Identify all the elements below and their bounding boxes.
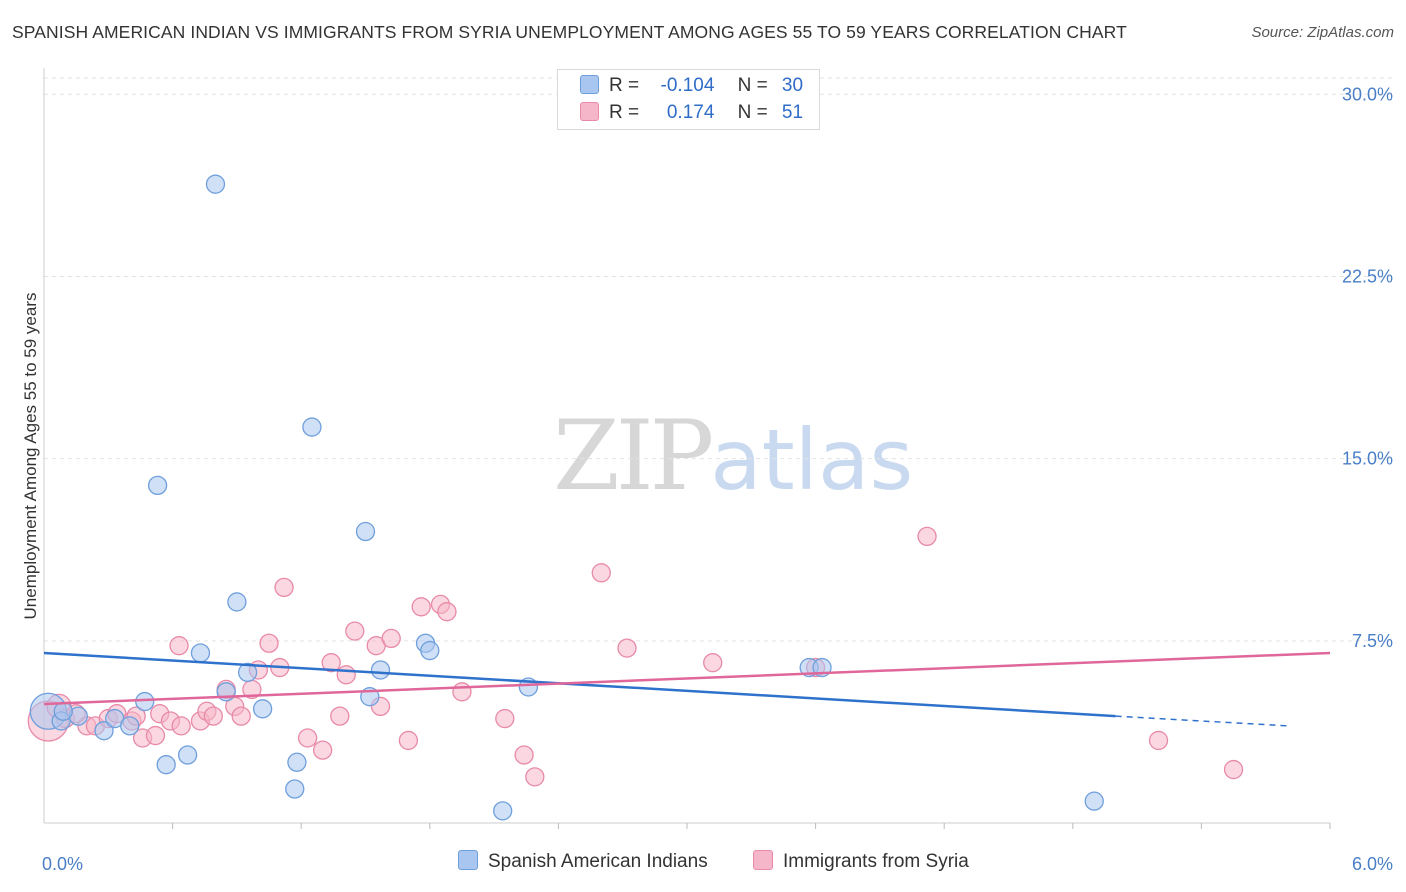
legend-label: Spanish American Indians <box>488 851 708 872</box>
point-spanish-american-indian <box>157 756 175 774</box>
y-tick-label: 22.5% <box>1342 266 1393 286</box>
series-syria-points <box>28 527 1242 785</box>
y-tick-label: 15.0% <box>1342 449 1393 469</box>
legend-row-blue: R = -0.104 N = 30 <box>580 75 803 101</box>
point-spanish-american-indian <box>206 175 224 193</box>
point-immigrants-from-syria <box>618 639 636 657</box>
point-spanish-american-indian <box>288 753 306 771</box>
point-spanish-american-indian <box>1085 792 1103 810</box>
legend-item-immigrants-from-syria[interactable]: Immigrants from Syria <box>753 850 969 873</box>
point-spanish-american-indian <box>494 802 512 820</box>
legend-swatch-pink <box>580 102 599 121</box>
point-immigrants-from-syria <box>232 707 250 725</box>
axis-labels: 7.5%15.0%22.5%30.0%0.0% 6.0%Unemployment … <box>21 84 1393 874</box>
trend-line <box>44 653 1330 704</box>
point-spanish-american-indian <box>254 700 272 718</box>
legend-r-value: 0.174 <box>644 102 714 124</box>
point-immigrants-from-syria <box>170 637 188 655</box>
legend-r-label: R = <box>609 75 639 96</box>
legend-item-spanish-american-indians[interactable]: Spanish American Indians <box>458 850 708 873</box>
point-spanish-american-indian <box>357 523 375 541</box>
point-immigrants-from-syria <box>146 727 164 745</box>
point-spanish-american-indian <box>191 644 209 662</box>
point-immigrants-from-syria <box>346 622 364 640</box>
legend-swatch-blue <box>458 850 478 870</box>
legend-n-value: 51 <box>773 102 803 124</box>
legend-r-label: R = <box>609 102 639 123</box>
legend-label: Immigrants from Syria <box>783 851 969 872</box>
point-immigrants-from-syria <box>299 729 317 747</box>
point-immigrants-from-syria <box>526 768 544 786</box>
legend-n-label: N = <box>738 75 768 96</box>
point-immigrants-from-syria <box>260 634 278 652</box>
legend-n-label: N = <box>738 102 768 123</box>
y-tick-label: 30.0% <box>1342 84 1393 104</box>
point-immigrants-from-syria <box>331 707 349 725</box>
scatter-chart: 7.5%15.0%22.5%30.0%0.0% 6.0%Unemployment … <box>0 0 1406 892</box>
point-spanish-american-indian <box>286 780 304 798</box>
point-immigrants-from-syria <box>314 741 332 759</box>
legend-row-pink: R = 0.174 N = 51 <box>580 102 803 128</box>
point-spanish-american-indian <box>121 717 139 735</box>
point-immigrants-from-syria <box>337 666 355 684</box>
correlation-legend: R = -0.104 N = 30 R = 0.174 N = 51 <box>557 69 820 130</box>
point-spanish-american-indian <box>303 418 321 436</box>
point-immigrants-from-syria <box>592 564 610 582</box>
point-immigrants-from-syria <box>704 654 722 672</box>
chart-grid <box>44 78 1395 641</box>
point-spanish-american-indian <box>421 642 439 660</box>
point-immigrants-from-syria <box>515 746 533 764</box>
point-spanish-american-indian <box>228 593 246 611</box>
point-immigrants-from-syria <box>399 731 417 749</box>
legend-swatch-blue <box>580 75 599 94</box>
legend-r-value: -0.104 <box>644 75 714 97</box>
legend-swatch-pink <box>753 850 773 870</box>
point-immigrants-from-syria <box>918 527 936 545</box>
point-immigrants-from-syria <box>1150 731 1168 749</box>
point-immigrants-from-syria <box>275 578 293 596</box>
point-spanish-american-indian <box>54 702 72 720</box>
point-immigrants-from-syria <box>1225 761 1243 779</box>
point-immigrants-from-syria <box>453 683 471 701</box>
point-immigrants-from-syria <box>496 710 514 728</box>
point-immigrants-from-syria <box>412 598 430 616</box>
point-immigrants-from-syria <box>172 717 190 735</box>
point-spanish-american-indian <box>372 661 390 679</box>
legend-n-value: 30 <box>773 75 803 97</box>
series-legend: Spanish American Indians Immigrants from… <box>0 850 1406 880</box>
point-spanish-american-indian <box>149 476 167 494</box>
y-tick-label: 7.5% <box>1352 631 1393 651</box>
point-spanish-american-indian <box>179 746 197 764</box>
point-immigrants-from-syria <box>382 629 400 647</box>
point-immigrants-from-syria <box>438 603 456 621</box>
trend-line-extension <box>1116 716 1287 726</box>
point-immigrants-from-syria <box>204 707 222 725</box>
y-axis-label: Unemployment Among Ages 55 to 59 years <box>21 293 40 620</box>
point-spanish-american-indian <box>136 693 154 711</box>
